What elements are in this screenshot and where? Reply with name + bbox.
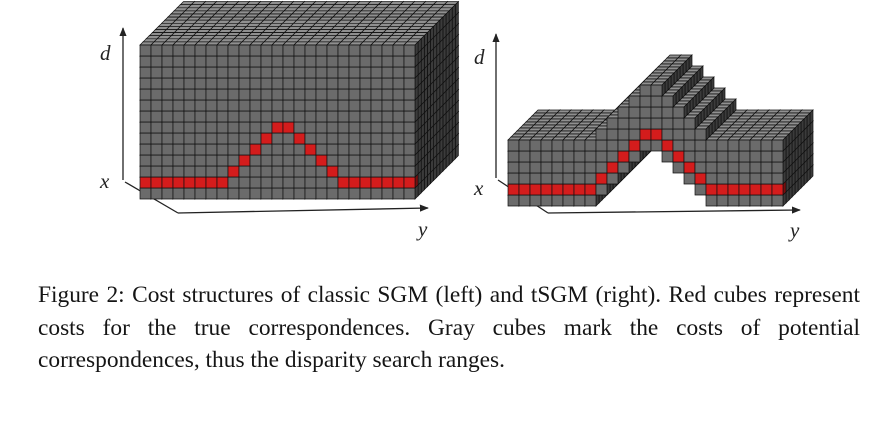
left-cube-grid <box>139 0 460 200</box>
left-x-axis-label: x <box>99 169 110 193</box>
left-d-axis-label: d <box>100 41 111 65</box>
cost-structures-figure: d x y d x y <box>99 0 814 242</box>
left-y-axis-label: y <box>416 217 428 241</box>
left-cost-volume: d x y <box>99 0 460 241</box>
left-y-axis <box>177 204 429 214</box>
